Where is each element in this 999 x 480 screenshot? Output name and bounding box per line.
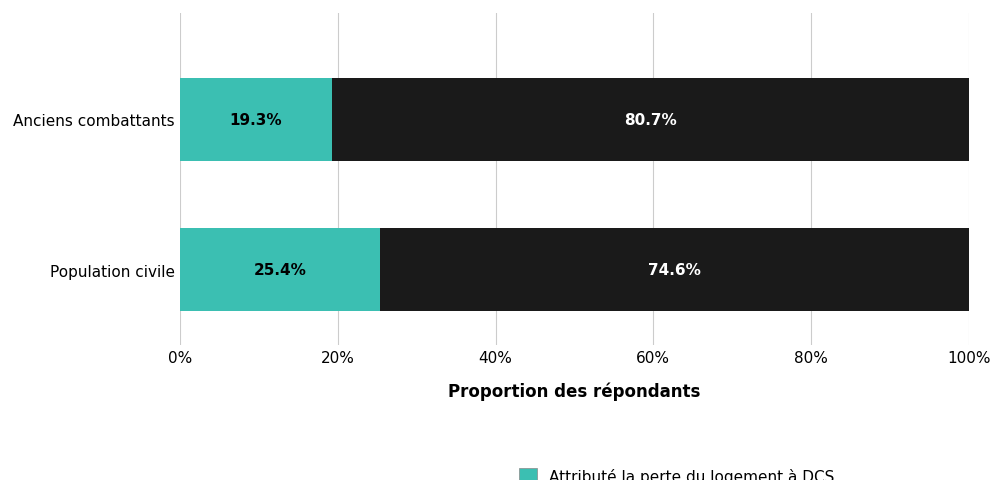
Text: 25.4%: 25.4% — [254, 263, 307, 278]
Text: 80.7%: 80.7% — [624, 112, 677, 127]
Bar — [332, 78, 969, 161]
Bar — [180, 229, 381, 312]
Bar — [381, 229, 969, 312]
Text: 19.3%: 19.3% — [230, 112, 283, 127]
Bar — [180, 78, 332, 161]
Legend: Attributé la perte du logement à DCS, N’a pas attribué la perte du logement à DC: Attributé la perte du logement à DCS, N’… — [518, 468, 890, 480]
Text: 74.6%: 74.6% — [648, 263, 701, 278]
X-axis label: Proportion des répondants: Proportion des répondants — [449, 382, 700, 400]
